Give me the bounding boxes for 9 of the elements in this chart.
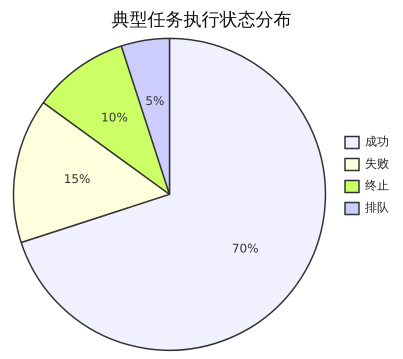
data-label: 70% bbox=[232, 241, 259, 256]
chart-title: 典型任务执行状态分布 bbox=[112, 9, 292, 30]
data-label: 10% bbox=[101, 110, 128, 125]
legend-label: 失败 bbox=[365, 156, 389, 171]
legend-label: 终止 bbox=[365, 178, 389, 193]
legend-label: 成功 bbox=[365, 134, 389, 149]
data-label: 5% bbox=[145, 94, 164, 108]
data-label: 15% bbox=[64, 172, 90, 186]
legend-label: 排队 bbox=[365, 200, 389, 215]
